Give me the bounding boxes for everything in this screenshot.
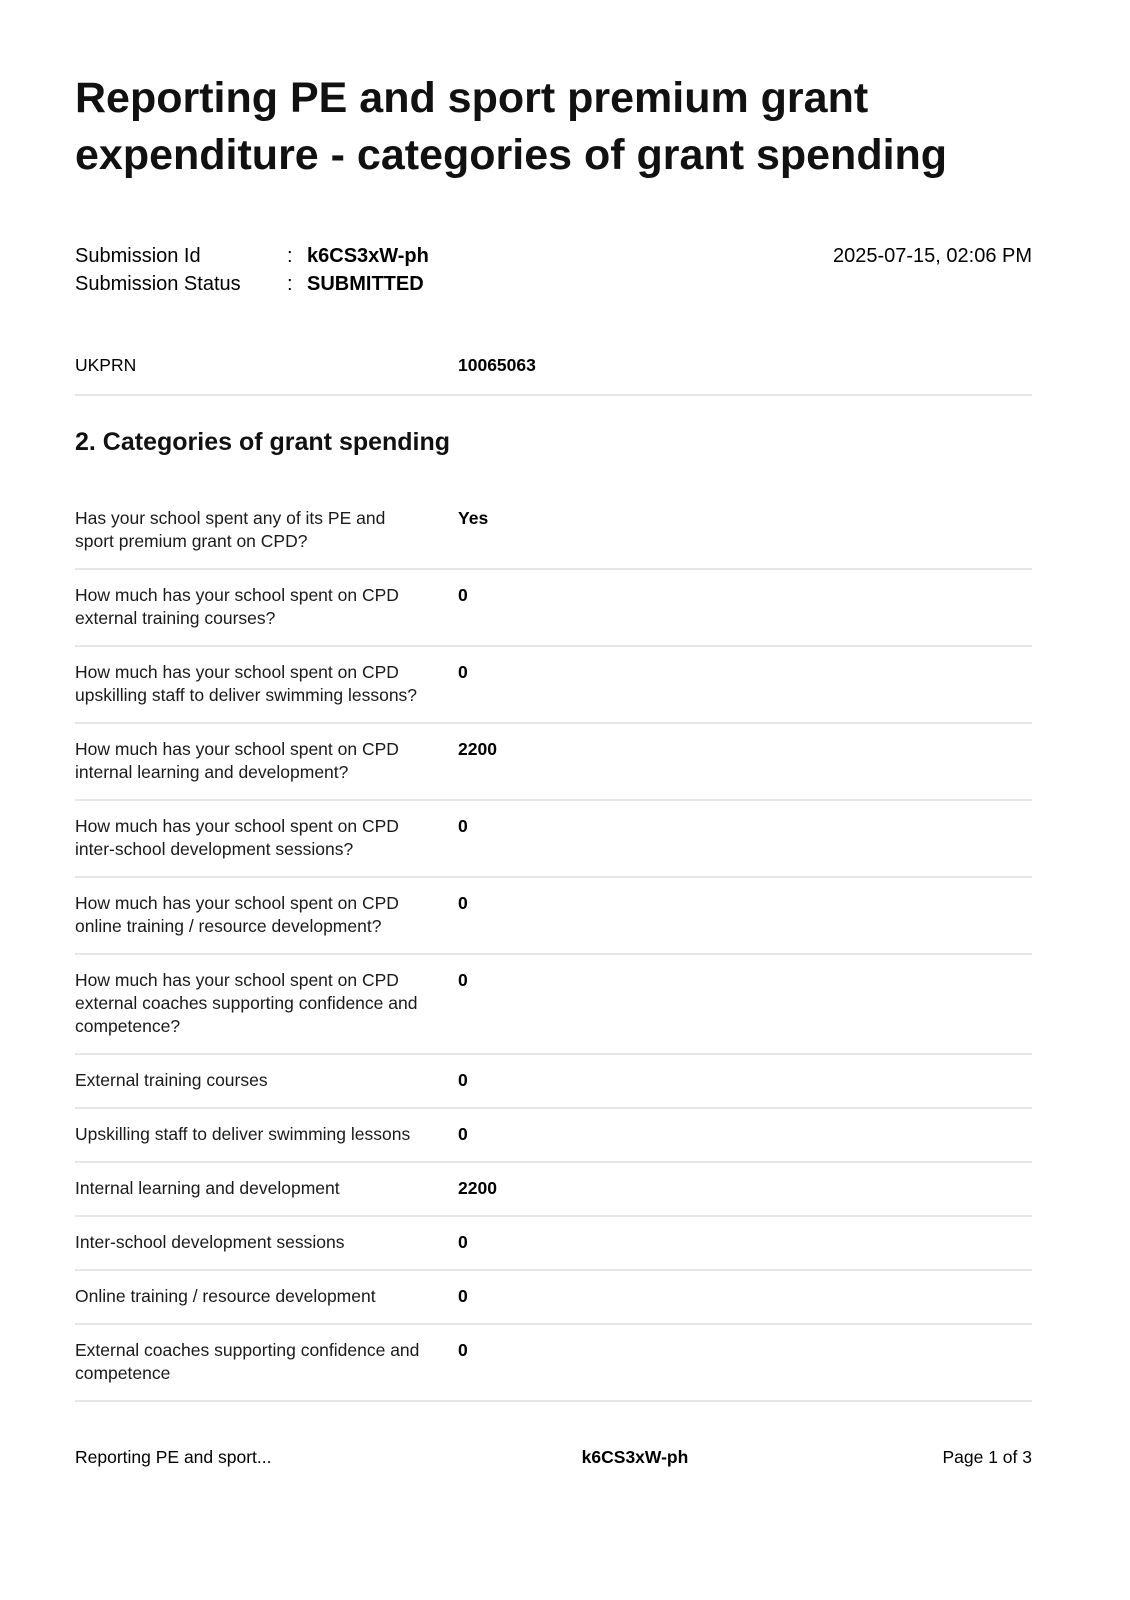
qa-row: External training courses 0 xyxy=(75,1055,1032,1109)
submission-id-row: Submission Id : k6CS3xW-ph xyxy=(75,242,429,270)
submission-id-label: Submission Id xyxy=(75,245,201,267)
submission-meta: Submission Id : k6CS3xW-ph Submission St… xyxy=(75,242,1032,298)
question-label: Upskilling staff to deliver swimming les… xyxy=(75,1124,411,1144)
answer-value: 2200 xyxy=(458,1178,497,1198)
answer-value: 0 xyxy=(458,893,468,913)
qa-row: External coaches supporting confidence a… xyxy=(75,1325,1032,1402)
question-label: External coaches supporting confidence a… xyxy=(75,1340,420,1383)
question-label: How much has your school spent on CPD on… xyxy=(75,893,399,936)
qa-row: How much has your school spent on CPD in… xyxy=(75,801,1032,878)
ukprn-row: UKPRN 10065063 xyxy=(75,354,1032,396)
question-label: How much has your school spent on CPD in… xyxy=(75,816,399,859)
answer-value: 0 xyxy=(458,1232,468,1252)
answer-value: Yes xyxy=(458,508,489,528)
answer-value: 0 xyxy=(458,1070,468,1090)
submission-status-label: Submission Status xyxy=(75,273,241,295)
submission-id-value: k6CS3xW-ph xyxy=(307,245,429,267)
qa-table: Has your school spent any of its PE and … xyxy=(75,493,1032,1402)
question-label: External training courses xyxy=(75,1070,268,1090)
question-label: Inter-school development sessions xyxy=(75,1232,345,1252)
ukprn-value: 10065063 xyxy=(458,355,536,375)
page-title: Reporting PE and sport premium grant exp… xyxy=(75,74,948,179)
submission-lines: Submission Id : k6CS3xW-ph Submission St… xyxy=(75,242,429,298)
qa-row: How much has your school spent on CPD ex… xyxy=(75,570,1032,647)
answer-value: 0 xyxy=(458,662,468,682)
submission-id-colon: : xyxy=(287,245,293,267)
footer-submission-id: k6CS3xW-ph xyxy=(581,1447,689,1467)
page-footer: Reporting PE and sport... k6CS3xW-ph Pag… xyxy=(75,1446,1032,1469)
question-label: Internal learning and development xyxy=(75,1178,340,1198)
submission-status-value: SUBMITTED xyxy=(307,273,424,295)
footer-document-name: Reporting PE and sport... xyxy=(75,1447,272,1467)
question-label: Online training / resource development xyxy=(75,1286,376,1306)
question-label: How much has your school spent on CPD ex… xyxy=(75,585,399,628)
answer-value: 0 xyxy=(458,1340,468,1360)
answer-value: 0 xyxy=(458,1286,468,1306)
qa-row: How much has your school spent on CPD up… xyxy=(75,647,1032,724)
qa-row: How much has your school spent on CPD on… xyxy=(75,878,1032,955)
qa-row: How much has your school spent on CPD ex… xyxy=(75,955,1032,1055)
qa-row: Inter-school development sessions 0 xyxy=(75,1217,1032,1271)
question-label: Has your school spent any of its PE and … xyxy=(75,508,386,551)
answer-value: 0 xyxy=(458,970,468,990)
submission-status-colon: : xyxy=(287,273,293,295)
footer-page-number: Page 1 of 3 xyxy=(942,1447,1032,1467)
qa-row: Has your school spent any of its PE and … xyxy=(75,493,1032,570)
answer-value: 0 xyxy=(458,816,468,836)
answer-value: 0 xyxy=(458,585,468,605)
section-heading: 2. Categories of grant spending xyxy=(75,428,451,456)
question-label: How much has your school spent on CPD up… xyxy=(75,662,418,705)
submission-status-row: Submission Status : SUBMITTED xyxy=(75,270,429,298)
ukprn-label: UKPRN xyxy=(75,355,137,375)
qa-row: Internal learning and development 2200 xyxy=(75,1163,1032,1217)
submission-datetime: 2025-07-15, 02:06 PM xyxy=(832,245,1032,267)
question-label: How much has your school spent on CPD in… xyxy=(75,739,399,782)
answer-value: 0 xyxy=(458,1124,468,1144)
qa-row: How much has your school spent on CPD in… xyxy=(75,724,1032,801)
qa-row: Upskilling staff to deliver swimming les… xyxy=(75,1109,1032,1163)
question-label: How much has your school spent on CPD ex… xyxy=(75,970,418,1036)
answer-value: 2200 xyxy=(458,739,497,759)
qa-row: Online training / resource development 0 xyxy=(75,1271,1032,1325)
